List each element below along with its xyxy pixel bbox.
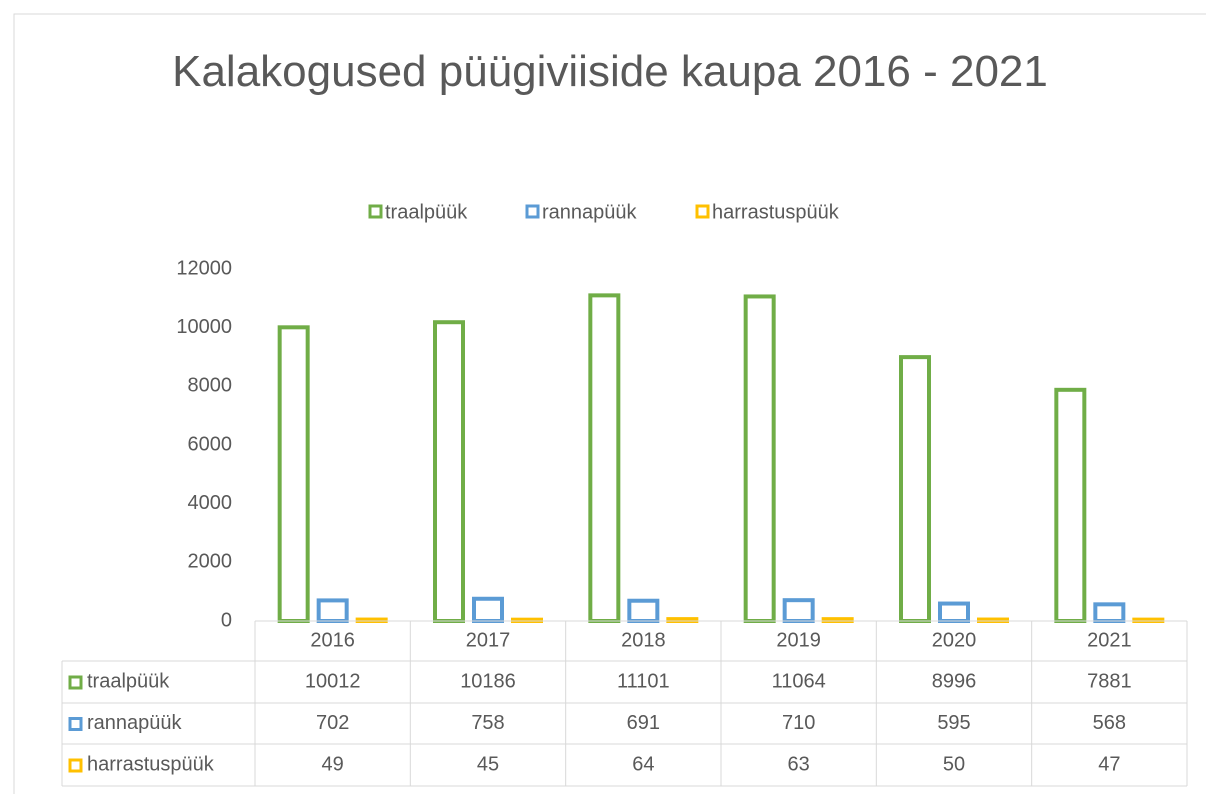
y-tick-label: 0 [221, 609, 232, 631]
table-cell: 10186 [460, 670, 516, 692]
chart-title: Kalakogused püügiviiside kaupa 2016 - 20… [172, 47, 1048, 96]
bar [1054, 387, 1087, 623]
y-tick-label: 4000 [188, 492, 233, 514]
bar [1093, 602, 1126, 624]
table-legend-swatch [68, 675, 83, 690]
table-row-label: traalpüük [87, 670, 170, 692]
table-cell: 568 [1093, 712, 1126, 734]
bar [899, 355, 931, 623]
table-cell: 710 [782, 712, 815, 734]
y-tick-label: 12000 [176, 257, 232, 279]
table-cell: 50 [943, 753, 965, 775]
x-tick-label: 2017 [466, 629, 511, 651]
table-cell: 11101 [617, 670, 670, 692]
table-cell: 49 [322, 753, 344, 775]
table-cell: 8996 [932, 670, 977, 692]
y-tick-label: 2000 [188, 551, 233, 573]
table-cell: 11064 [772, 670, 826, 692]
y-tick-label: 6000 [188, 433, 233, 455]
bar [472, 596, 504, 623]
table-legend-swatch [68, 758, 83, 773]
bar [938, 601, 970, 624]
table-row-label: harrastuspüük [87, 753, 215, 775]
legend-swatch [695, 204, 710, 219]
bar [277, 325, 310, 623]
x-tick-label: 2019 [776, 629, 821, 651]
legend-swatch [525, 204, 540, 219]
bar [627, 598, 660, 623]
bar [743, 294, 776, 623]
table-cell: 47 [1098, 753, 1120, 775]
chart-border [13, 13, 1206, 794]
table-row-label: rannapüük [87, 712, 183, 734]
x-tick-label: 2016 [310, 629, 355, 651]
x-tick-label: 2018 [621, 629, 666, 651]
table-cell: 63 [788, 753, 810, 775]
bar [433, 320, 465, 623]
table-cell: 758 [471, 712, 504, 734]
table-cell: 595 [937, 712, 970, 734]
table-cell: 691 [627, 712, 660, 734]
table-cell: 45 [477, 753, 499, 775]
legend-label: harrastuspüük [712, 201, 840, 223]
y-tick-label: 10000 [176, 316, 232, 338]
bar [588, 293, 621, 623]
legend-label: traalpüük [385, 201, 468, 223]
bar [316, 598, 349, 624]
y-tick-label: 8000 [188, 375, 233, 397]
table-cell: 64 [632, 753, 654, 775]
legend-swatch [368, 204, 383, 219]
legend-label: rannapüük [542, 201, 638, 223]
x-tick-label: 2020 [932, 629, 977, 651]
table-cell: 10012 [305, 670, 361, 692]
x-tick-label: 2021 [1087, 629, 1132, 651]
table-cell: 702 [316, 712, 349, 734]
table-cell: 7881 [1087, 670, 1132, 692]
table-legend-swatch [68, 717, 83, 731]
bar [782, 598, 815, 624]
